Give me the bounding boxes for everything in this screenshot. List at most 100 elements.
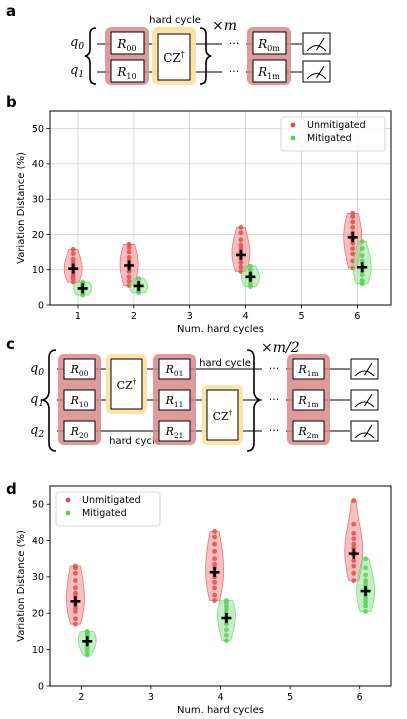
svg-text:CZ†: CZ† [163, 50, 185, 65]
svg-text:R00: R00 [70, 363, 89, 378]
mean-marker [235, 249, 246, 260]
data-point [73, 585, 78, 591]
gate-cz-dagger [157, 33, 191, 81]
data-point [350, 246, 356, 251]
svg-text:R2m: R2m [297, 425, 318, 440]
legend-entry: Mitigated [82, 508, 127, 519]
legend-entry: Mitigated [307, 133, 352, 144]
right-brace [246, 349, 263, 452]
measurement-icon [350, 389, 379, 411]
gate-r1m [292, 358, 325, 380]
x-tick-label: 2 [78, 692, 84, 703]
svg-text:···: ··· [269, 424, 280, 437]
panel-d-chart: d 2 3 4 5 6 0 10 20 30 40 50 Num. hard cycles Variati… [6, 480, 392, 716]
svg-text:R21: R21 [165, 425, 184, 440]
qubit-label-q2: q2 [30, 423, 44, 440]
gate-r00 [63, 358, 96, 380]
x-tick-label: 3 [148, 692, 154, 703]
y-tick-label: 30 [32, 572, 44, 583]
gate-r00 [110, 31, 145, 55]
data-point [212, 556, 217, 562]
qubit-label-q1: q1 [30, 392, 44, 409]
legend-entry: Unmitigated [82, 495, 141, 506]
data-point [351, 536, 357, 542]
panel-a-label: a [6, 2, 16, 20]
x-tick-label: 2 [131, 311, 137, 322]
y-tick-label: 0 [38, 681, 44, 692]
data-point [73, 578, 78, 583]
panel-c-label: c [6, 335, 15, 353]
data-point [212, 529, 217, 534]
data-point [126, 274, 132, 280]
plot-frame [49, 110, 392, 306]
svg-text:R10: R10 [116, 65, 136, 81]
svg-text:R1m: R1m [297, 363, 318, 378]
svg-text:···: ··· [229, 65, 240, 78]
data-point [224, 598, 229, 603]
data-point [359, 258, 365, 264]
data-point [350, 225, 356, 230]
data-point [363, 596, 368, 602]
mean-marker [209, 567, 220, 578]
data-point [70, 246, 76, 252]
mean-marker [357, 262, 368, 273]
data-point [73, 616, 78, 622]
data-point [248, 263, 253, 269]
data-point [80, 279, 86, 285]
data-point [126, 278, 132, 284]
x-tick-label: 4 [217, 692, 223, 703]
measurement-icon [302, 32, 331, 55]
svg-text:R1m: R1m [297, 394, 318, 409]
y-tick-label: 20 [32, 230, 44, 241]
data-point [248, 281, 253, 287]
data-point [238, 246, 244, 251]
data-point [359, 253, 365, 259]
mean-marker [77, 283, 88, 294]
data-point [359, 281, 365, 287]
gate-r1m [292, 389, 325, 411]
data-point [359, 272, 365, 278]
data-point [248, 267, 253, 273]
mean-marker [360, 586, 371, 597]
legend-marker [290, 135, 296, 141]
gate-r10 [110, 59, 145, 83]
data-point [359, 239, 365, 244]
data-point [84, 652, 90, 658]
data-point [359, 246, 365, 251]
legend-marker [65, 510, 71, 516]
data-point [224, 627, 229, 633]
hard-cycle-label: hard cycle [199, 358, 251, 369]
gate-r10 [63, 389, 96, 411]
y-tick-label: 20 [32, 609, 44, 620]
repeat-m-half: ×m/2 [261, 340, 300, 356]
gate-r2m [292, 420, 325, 442]
legend-marker [65, 497, 71, 503]
data-point [351, 541, 357, 547]
svg-text:R0m: R0m [257, 37, 280, 53]
mean-marker [70, 596, 81, 607]
mean-marker [82, 636, 93, 647]
data-point [351, 530, 357, 536]
data-point [350, 214, 356, 220]
x-axis-label: Num. hard cycles [177, 324, 264, 335]
qubit-label-q1: q1 [70, 63, 84, 80]
data-point [126, 254, 132, 260]
qubit-label-q0: q0 [30, 361, 44, 378]
data-point [363, 565, 368, 571]
data-point [224, 607, 229, 613]
data-point [224, 603, 229, 609]
data-point [73, 621, 78, 627]
data-point [126, 249, 132, 255]
panel-label: d [6, 480, 17, 498]
data-point [212, 534, 217, 540]
y-axis-label: Variation Distance (%) [16, 152, 27, 264]
data-point [212, 561, 217, 567]
data-point [351, 563, 357, 569]
data-point [238, 260, 244, 266]
x-tick-label: 3 [187, 311, 193, 322]
measurement-icon [350, 358, 379, 380]
x-tick-label: 1 [75, 311, 81, 322]
data-point [363, 603, 368, 609]
y-tick-label: 30 [32, 194, 44, 205]
data-point [212, 549, 217, 554]
